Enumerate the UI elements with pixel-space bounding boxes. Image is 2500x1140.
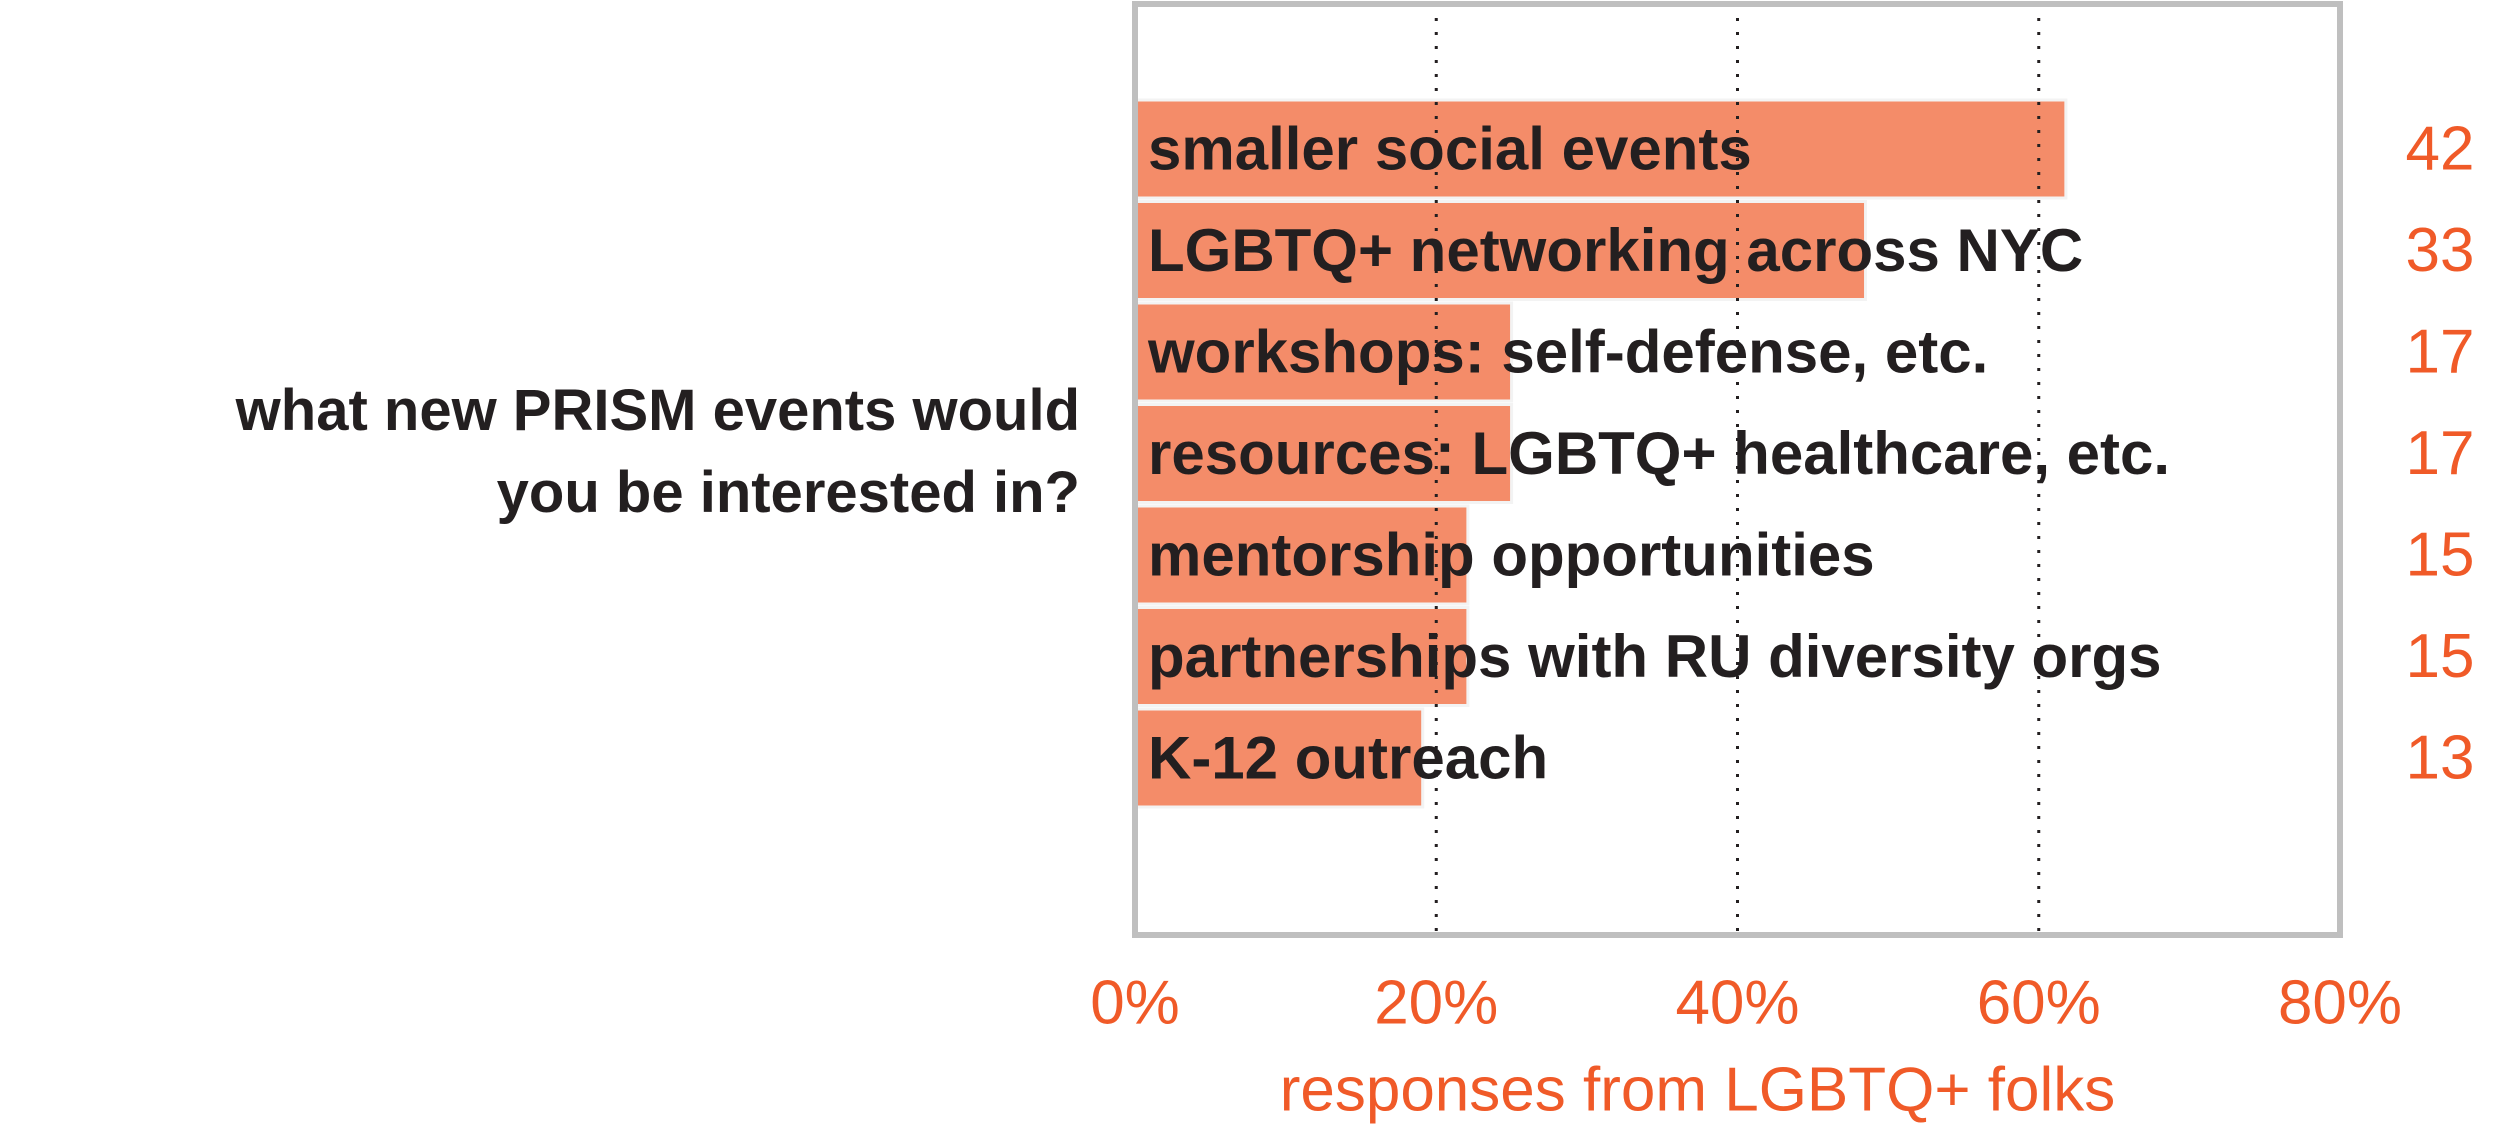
x-tick-label: 40% [1675,969,1799,1038]
x-tick-label: 0% [1090,969,1180,1038]
bar-count-label: 17 [2406,318,2475,387]
bar-category-label: partnerships with RU diversity orgs [1148,623,2162,690]
bar-category-label: K-12 outreach [1148,725,1548,792]
bar-category-label: resources: LGBTQ+ healthcare, etc. [1148,420,2170,487]
bar [1133,301,1514,403]
bar [1133,403,1514,504]
question-line-2: you be interested in? [496,460,1080,525]
x-tick-label: 60% [1977,969,2101,1038]
bar [1133,707,1425,809]
bar-count-label: 15 [2406,622,2475,691]
bar-category-label: mentorship opportunities [1148,522,1875,589]
bar-count-label: 33 [2406,216,2475,285]
bar-count-label: 13 [2406,724,2475,793]
x-tick-label: 80% [2278,969,2402,1038]
bar-category-label: LGBTQ+ networking across NYC [1148,217,2083,284]
question-line-1: what new PRISM events would [235,378,1080,443]
bar-count-label: 15 [2406,521,2475,590]
plot-frame [1132,1,2343,938]
bar-category-label: workshops: self-defense, etc. [1147,319,1988,386]
x-tick-label: 20% [1374,969,1498,1038]
bar-count-label: 17 [2406,419,2475,488]
bar-count-label: 42 [2406,115,2475,184]
chart-question: what new PRISM events would you be inter… [80,370,1080,534]
x-axis-label: responses from LGBTQ+ folks [1280,1056,2116,1125]
bar [1133,606,1470,707]
bar [1133,504,1470,606]
bar-category-label: smaller social events [1148,116,1752,183]
bar [1133,98,2068,200]
